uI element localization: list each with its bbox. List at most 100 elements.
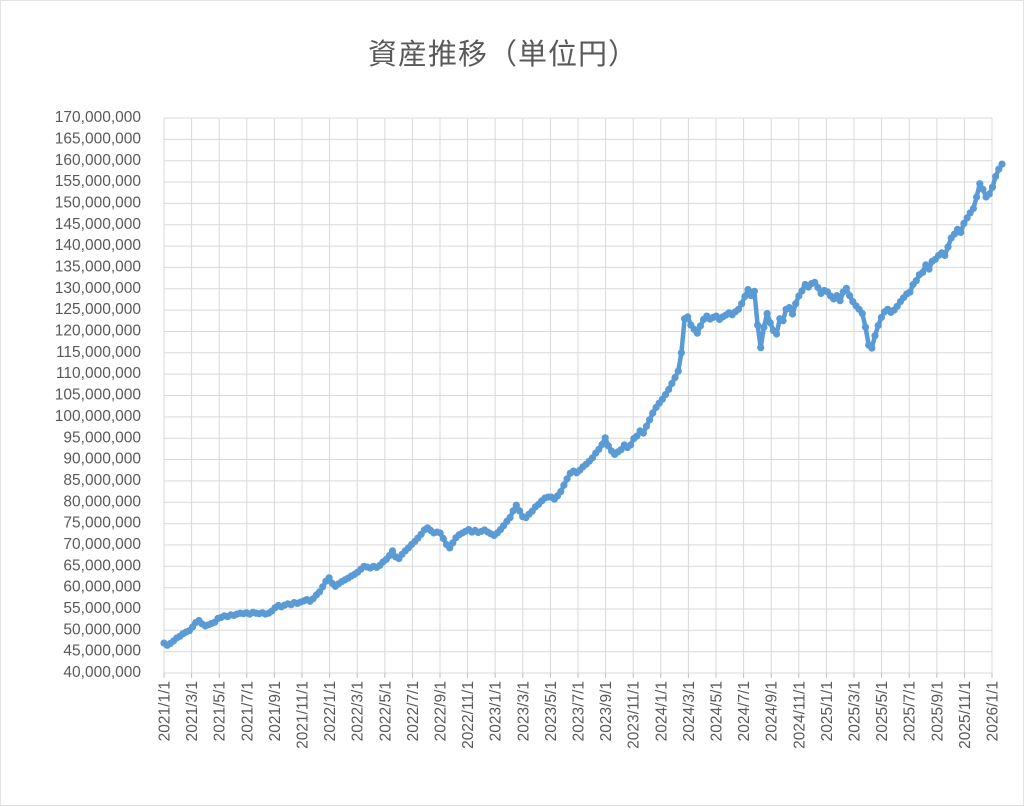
y-tick-label: 145,000,000 [55, 216, 142, 233]
y-tick-label: 45,000,000 [63, 643, 141, 660]
data-point-marker [760, 323, 768, 331]
data-point-marker [512, 501, 520, 509]
data-point-marker [773, 330, 781, 338]
data-point-marker [912, 277, 920, 285]
x-tick-label: 2023/9/1 [598, 681, 615, 741]
data-point-marker [842, 284, 851, 292]
y-tick-label: 140,000,000 [55, 237, 142, 254]
data-point-marker [788, 310, 797, 318]
data-point-marker [941, 251, 949, 260]
data-point-marker [757, 344, 765, 352]
data-point-marker [877, 313, 886, 321]
y-tick-label: 165,000,000 [55, 130, 142, 147]
y-tick-label: 105,000,000 [55, 387, 142, 404]
x-tick-label: 2024/7/1 [736, 681, 753, 741]
x-tick-label: 2022/3/1 [350, 681, 367, 741]
data-point-marker [836, 297, 844, 305]
x-tick-label: 2024/5/1 [709, 681, 726, 741]
data-point-marker [960, 219, 968, 227]
data-point-marker [388, 547, 397, 555]
data-point-marker [798, 287, 806, 295]
y-tick-label: 115,000,000 [56, 344, 141, 361]
data-point-marker [985, 190, 993, 198]
x-tick-label: 2023/1/1 [488, 681, 505, 741]
data-point-marker [515, 507, 524, 515]
x-tick-label: 2022/5/1 [377, 681, 394, 741]
data-point-marker [785, 304, 793, 312]
data-point-marker [988, 183, 997, 191]
data-point-marker [868, 344, 876, 352]
data-point-marker [601, 434, 609, 442]
data-point-marker [779, 317, 787, 325]
data-point-marker [649, 409, 657, 417]
data-point-marker [633, 432, 641, 440]
data-point-marker [439, 534, 447, 543]
y-tick-label: 135,000,000 [55, 259, 142, 276]
data-point-marker [560, 481, 568, 489]
x-tick-label: 2023/11/1 [626, 681, 643, 749]
data-point-marker [973, 193, 981, 201]
data-point-marker [874, 321, 882, 330]
data-point-marker [677, 349, 686, 357]
x-tick-label: 2023/5/1 [543, 681, 560, 741]
x-tick-label: 2021/11/1 [295, 681, 312, 749]
x-tick-label: 2026/1/1 [985, 681, 1002, 741]
x-tick-label: 2024/1/1 [653, 681, 670, 741]
y-tick-label: 150,000,000 [55, 194, 142, 211]
data-point-marker [861, 323, 870, 331]
data-point-marker [766, 319, 774, 327]
data-point-marker [754, 321, 762, 329]
y-tick-label: 85,000,000 [63, 472, 141, 489]
data-point-marker [763, 309, 771, 318]
data-point-marker [957, 228, 965, 236]
data-point-marker [976, 180, 984, 188]
data-point-marker [671, 374, 679, 382]
data-point-marker [563, 475, 571, 483]
data-point-marker [696, 322, 705, 330]
data-point-marker [627, 441, 635, 449]
x-tick-label: 2025/3/1 [847, 681, 864, 741]
x-tick-label: 2025/11/1 [957, 681, 974, 749]
x-tick-label: 2025/9/1 [929, 681, 946, 741]
data-point-marker [792, 300, 800, 308]
x-tick-label: 2025/5/1 [874, 681, 891, 741]
y-tick-label: 80,000,000 [63, 493, 141, 510]
data-point-marker [738, 300, 746, 308]
data-point-marker [668, 379, 676, 388]
y-tick-label: 90,000,000 [63, 451, 141, 468]
data-point-marker [998, 160, 1006, 168]
y-tick-label: 155,000,000 [55, 173, 142, 190]
data-point-marker [684, 313, 692, 321]
data-point-marker [734, 305, 743, 313]
data-point-marker [979, 185, 987, 193]
data-point-marker [744, 286, 752, 294]
y-tick-label: 110,000,000 [56, 365, 141, 382]
asset-series-line [161, 161, 1005, 648]
x-tick-label: 2021/1/1 [157, 681, 174, 741]
x-tick-label: 2022/11/1 [460, 681, 477, 749]
y-tick-label: 160,000,000 [55, 152, 142, 169]
x-tick-label: 2024/3/1 [681, 681, 698, 741]
y-tick-label: 50,000,000 [63, 621, 141, 638]
data-point-marker [674, 367, 682, 375]
data-point-marker [665, 385, 673, 394]
y-tick-label: 130,000,000 [55, 280, 142, 297]
data-point-marker [598, 441, 606, 449]
x-tick-label: 2022/9/1 [433, 681, 450, 741]
y-tick-label: 70,000,000 [63, 536, 141, 553]
x-tick-label: 2025/7/1 [902, 681, 919, 741]
data-point-marker [319, 583, 327, 591]
data-point-marker [506, 514, 514, 522]
data-point-marker [992, 172, 1000, 181]
x-tick-label: 2023/7/1 [571, 681, 588, 741]
x-tick-label: 2022/7/1 [405, 681, 422, 741]
x-tick-label: 2021/9/1 [267, 681, 284, 741]
y-tick-label: 40,000,000 [63, 664, 141, 681]
y-tick-label: 60,000,000 [63, 579, 141, 596]
x-tick-label: 2021/3/1 [184, 681, 201, 741]
y-tick-label: 95,000,000 [63, 429, 141, 446]
y-tick-label: 170,000,000 [55, 109, 142, 126]
x-tick-label: 2025/1/1 [819, 681, 836, 741]
x-tick-label: 2022/1/1 [322, 681, 339, 741]
